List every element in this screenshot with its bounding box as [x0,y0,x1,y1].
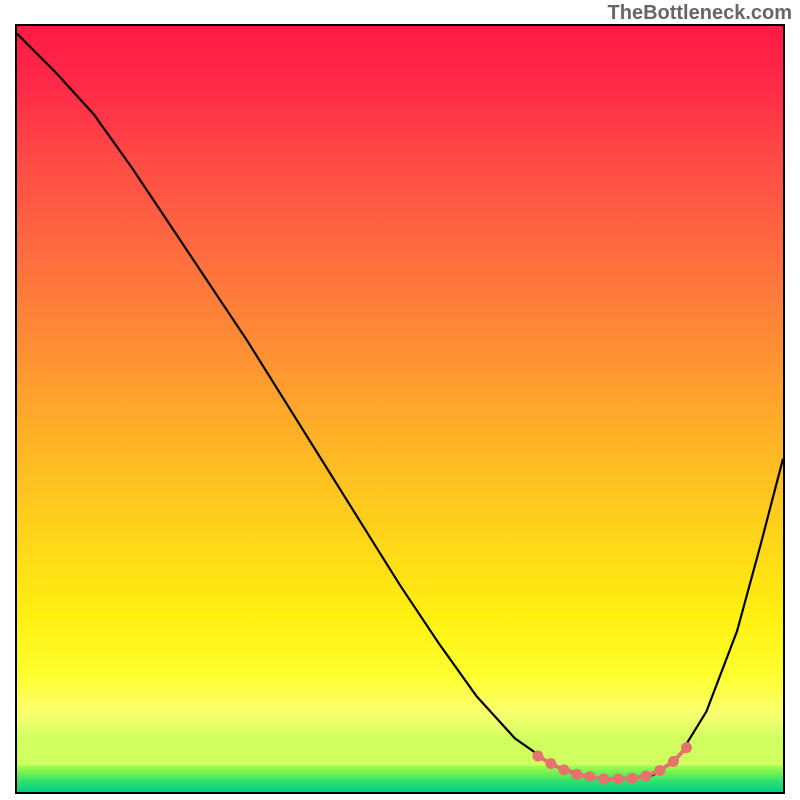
marker-dot [584,771,595,782]
marker-dot [571,769,582,780]
marker-dot [627,773,638,784]
plot-area [15,24,785,794]
marker-dot [558,764,569,775]
marker-dot [668,756,679,767]
main-curve [17,34,783,779]
marker-line [538,748,687,779]
marker-dot [598,774,609,785]
marker-dot [640,770,651,781]
watermark-text: TheBottleneck.com [608,2,792,25]
marker-dot [545,758,556,769]
marker-dot [613,774,624,785]
curve-layer [17,26,783,792]
marker-dot [532,751,543,762]
marker-dot [681,742,692,753]
chart-container: TheBottleneck.com [0,0,800,800]
highlight-segment [532,742,692,784]
marker-dot [654,765,665,776]
